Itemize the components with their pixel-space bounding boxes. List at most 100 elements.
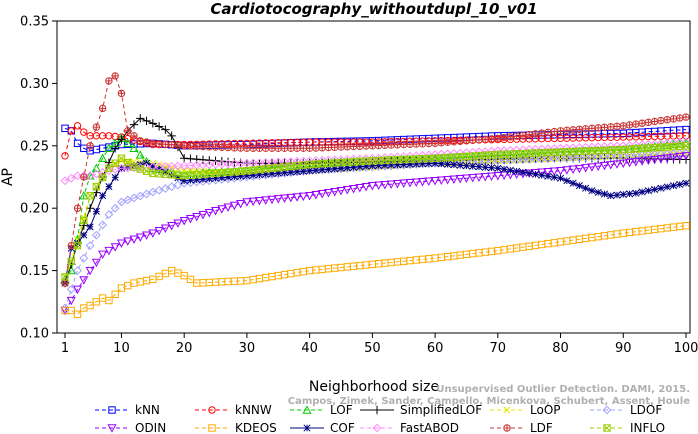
x-tick-label: 20 xyxy=(176,341,193,356)
point-odin xyxy=(474,173,484,183)
point-fastabod xyxy=(386,152,396,162)
point-ldf xyxy=(306,145,313,152)
point-odin xyxy=(204,208,214,218)
point-odin xyxy=(443,176,453,185)
x-tick-label: 90 xyxy=(615,341,632,356)
point-inflo xyxy=(117,154,126,162)
point-ldf xyxy=(312,144,320,152)
point-cof xyxy=(124,163,132,171)
point-odin xyxy=(581,164,591,173)
point-inflo xyxy=(682,142,690,150)
point-cof xyxy=(425,159,433,168)
point-ldf xyxy=(68,242,75,249)
point-odin xyxy=(593,162,603,172)
point-fastabod xyxy=(361,154,371,163)
point-ldof xyxy=(581,152,591,162)
point-simplifiedlof xyxy=(167,131,176,141)
x-tick-label: 30 xyxy=(239,341,256,356)
point-inflo xyxy=(186,171,195,179)
point-cof xyxy=(437,160,445,168)
point-cof xyxy=(575,182,583,190)
point-ldf xyxy=(300,145,307,152)
point-ldof xyxy=(411,159,421,169)
point-odin xyxy=(254,197,264,206)
point-kdeos xyxy=(92,298,101,306)
point-cof xyxy=(193,176,201,184)
point-ldf xyxy=(381,142,389,149)
point-ldf xyxy=(224,144,232,151)
point-odin xyxy=(537,168,547,178)
point-odin xyxy=(192,212,202,222)
point-ldf xyxy=(632,120,640,128)
point-inflo xyxy=(243,167,251,175)
point-ldf xyxy=(500,134,508,141)
point-odin xyxy=(405,179,415,188)
point-ldf xyxy=(494,135,502,142)
point-ldof xyxy=(399,160,409,170)
point-cof xyxy=(249,171,257,179)
point-fastabod xyxy=(280,157,289,167)
point-ldof xyxy=(292,167,302,177)
point-odin xyxy=(681,152,691,161)
point-lof xyxy=(98,153,108,162)
point-ldof xyxy=(612,151,622,161)
point-inflo xyxy=(67,257,75,265)
point-cof xyxy=(111,173,119,181)
point-cof xyxy=(600,190,609,198)
point-knnw xyxy=(61,152,69,160)
point-kdeos xyxy=(86,301,94,310)
point-odin xyxy=(380,181,390,190)
point-odin xyxy=(298,192,308,202)
point-inflo xyxy=(111,159,119,167)
point-odin xyxy=(449,175,459,185)
legend-marker-inflo xyxy=(603,424,611,432)
point-ldof xyxy=(531,154,540,164)
point-inflo xyxy=(324,159,333,167)
point-kdeos xyxy=(682,221,690,230)
point-inflo xyxy=(237,167,245,175)
point-ldof xyxy=(637,150,647,160)
point-fastabod xyxy=(192,160,202,170)
point-odin xyxy=(104,246,114,256)
watermark-line-2: Campos, Zimek, Sander, Campello, Micenko… xyxy=(288,396,690,407)
point-cof xyxy=(644,187,652,195)
legend-item-simplifiedlof: SimplifiedLOF xyxy=(360,403,482,417)
point-ldf xyxy=(86,142,94,149)
point-inflo xyxy=(161,170,169,178)
point-odin xyxy=(317,190,327,199)
point-inflo xyxy=(98,173,107,182)
point-cof xyxy=(368,162,376,170)
point-odin xyxy=(361,183,371,192)
point-fastabod xyxy=(60,176,70,186)
point-cof xyxy=(563,177,571,185)
point-cof xyxy=(676,180,684,189)
point-cof xyxy=(155,165,163,173)
point-inflo xyxy=(249,166,257,174)
point-cof xyxy=(669,182,678,190)
point-inflo xyxy=(638,144,646,152)
legend-marker-inflo xyxy=(603,424,611,432)
point-ldof xyxy=(524,155,534,164)
point-kdeos xyxy=(73,310,82,318)
point-fastabod xyxy=(129,163,139,173)
point-odin xyxy=(280,194,290,203)
point-inflo xyxy=(425,154,433,163)
point-inflo xyxy=(632,145,640,153)
point-ldof xyxy=(135,191,145,201)
point-simplifiedlof xyxy=(136,114,145,123)
point-ldf xyxy=(193,143,200,150)
point-ldf xyxy=(400,141,407,148)
point-odin xyxy=(637,157,647,166)
point-fastabod xyxy=(173,161,183,171)
point-fastabod xyxy=(186,161,195,170)
x-tick-label: 50 xyxy=(364,341,381,356)
point-ldf xyxy=(588,125,596,132)
point-ldof xyxy=(681,148,691,158)
point-cof xyxy=(594,188,602,196)
point-ldof xyxy=(418,159,427,169)
point-cof xyxy=(462,162,471,170)
point-fastabod xyxy=(73,171,82,181)
point-inflo xyxy=(218,169,226,177)
point-ldf xyxy=(344,143,351,150)
point-ldf xyxy=(557,127,564,135)
